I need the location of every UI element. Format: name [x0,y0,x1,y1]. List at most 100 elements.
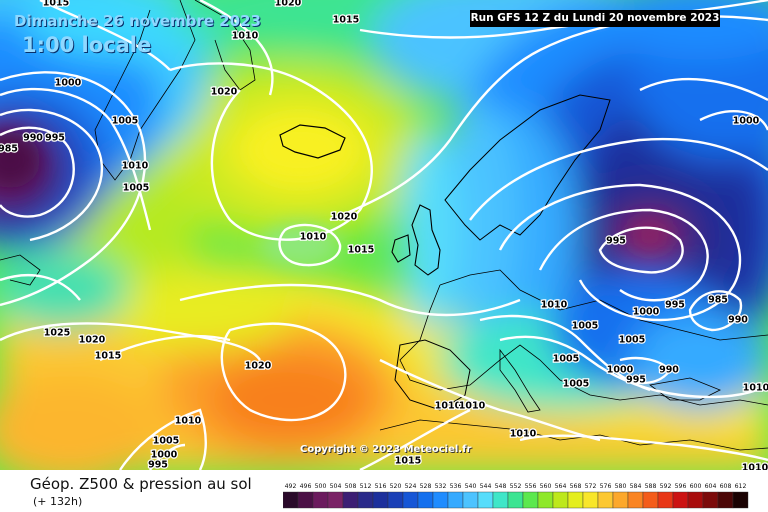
scale-tick-label: 588 [645,483,657,490]
scale-swatch [687,491,704,509]
scale-tick-label: 492 [285,483,297,490]
isobar-label: 995 [148,460,168,471]
scale-swatch [642,491,659,509]
scale-tick-label: 548 [495,483,507,490]
scale-swatch [492,491,509,509]
scale-tick-label: 604 [705,483,717,490]
scale-swatch [283,491,299,509]
isobar-label: 1010 [435,401,462,412]
isobar-label: 1020 [79,335,106,346]
isobar-label: 1010 [122,161,149,172]
isobar-label: 1010 [232,31,259,42]
scale-swatch [672,491,689,509]
scale-swatch [627,491,644,509]
scale-tick-label: 560 [540,483,552,490]
isobar-label: 1000 [733,116,760,127]
scale-swatch [357,491,374,509]
scale-tick-label: 528 [420,483,432,490]
isobar-label: 1005 [563,379,589,390]
isobar-label: 1010 [742,463,768,471]
scale-swatch [432,491,449,509]
legend-subtitle: (+ 132h) [33,495,83,508]
scale-swatch [507,491,524,509]
scale-swatch [717,491,734,509]
legend-footer: Géop. Z500 & pression au sol (+ 132h) 49… [0,470,768,512]
isobar-label: 1010 [541,300,568,311]
scale-swatch [342,491,359,509]
scale-swatch [597,491,614,509]
scale-swatch [477,491,494,509]
isobar-label: 990 [728,315,748,326]
isobar-label: 1005 [153,436,179,447]
isobar-label: 1025 [44,328,70,339]
scale-swatch [447,491,464,509]
scale-swatch [387,491,404,509]
isobar-label: 1000 [55,78,82,89]
isobar-label: 1015 [333,15,359,26]
isobar-lines [0,0,768,470]
scale-tick-label: 584 [630,483,642,490]
isobar-label: 1005 [123,183,149,194]
isobar-label: 1000 [633,307,660,318]
scale-tick-label: 540 [465,483,477,490]
isobar-label: 1010 [175,416,202,427]
isobar-label: 1020 [331,212,358,223]
isobar-label: 990 [23,133,43,144]
isobar-label: 1015 [43,0,69,9]
model-run-banner: Run GFS 12 Z du Lundi 20 novembre 2023 [470,10,720,27]
scale-tick-label: 568 [570,483,582,490]
isobar-label: 985 [708,295,728,306]
isobar-label: 1015 [395,456,421,467]
isobar-label: 1000 [151,450,178,461]
isobar-label: 995 [665,300,685,311]
scale-swatch [567,491,584,509]
scale-swatch [402,491,419,509]
scale-tick-label: 504 [330,483,342,490]
scale-tick-label: 500 [315,483,327,490]
isobar-label: 1005 [619,335,645,346]
isobar-label: 1005 [553,354,579,365]
scale-swatch [582,491,599,509]
scale-tick-label: 496 [300,483,312,490]
forecast-local-time: 1:00 locale [22,33,152,57]
scale-tick-label: 512 [360,483,372,490]
isobar-label: 985 [0,144,18,155]
scale-tick-label: 592 [660,483,672,490]
isobar-label: 1010 [300,232,327,243]
scale-swatch [702,491,719,509]
scale-tick-label: 532 [435,483,447,490]
isobar-label: 1005 [572,321,598,332]
scale-tick-label: 524 [405,483,417,490]
scale-tick-label: 608 [720,483,732,490]
copyright-text: Copyright © 2023 Meteociel.fr [300,444,472,455]
legend-title: Géop. Z500 & pression au sol [30,475,252,493]
isobar-label: 1020 [211,87,238,98]
scale-swatch [552,491,569,509]
scale-tick-label: 572 [585,483,597,490]
isobar-label: 1010 [459,401,486,412]
scale-tick-label: 508 [345,483,357,490]
scale-tick-label: 516 [375,483,387,490]
isobar-label: 1010 [510,429,537,440]
scale-tick-label: 544 [480,483,492,490]
isobar-label: 990 [659,365,679,376]
scale-tick-label: 536 [450,483,462,490]
scale-tick-label: 600 [690,483,702,490]
scale-swatch [657,491,674,509]
isobar-label: 1015 [348,245,374,256]
isobar-label: 1020 [245,361,272,372]
scale-swatch [372,491,389,509]
isobar-label: 995 [45,133,65,144]
scale-tick-label: 612 [735,483,747,490]
scale-swatch [417,491,434,509]
isobar-label: 1010 [743,383,768,394]
scale-swatch [522,491,539,509]
isobar-label: 995 [606,236,626,247]
scale-swatch [297,491,314,509]
isobar-label: 995 [626,375,646,386]
scale-swatch [537,491,554,509]
